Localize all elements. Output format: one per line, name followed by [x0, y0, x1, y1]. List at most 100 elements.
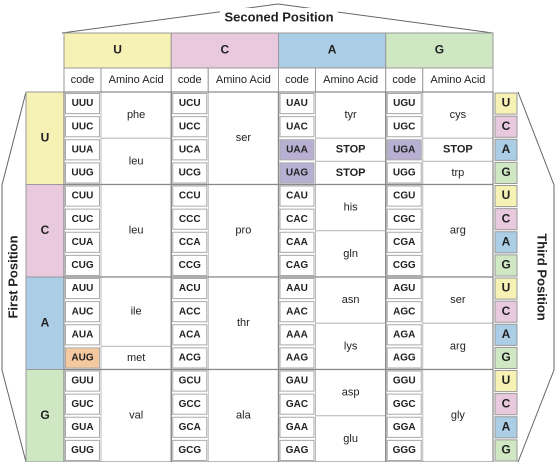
third-base: U — [502, 373, 511, 387]
codon-cell — [279, 439, 315, 461]
amino-acid: met — [127, 352, 145, 364]
first-base: U — [41, 130, 50, 144]
third-base-bg — [494, 92, 518, 115]
codon: AUA — [72, 329, 94, 340]
first-base: C — [41, 223, 50, 237]
codon: GUU — [71, 376, 93, 387]
amino-cell — [315, 230, 387, 278]
codon: UCG — [179, 168, 201, 179]
code-header: code — [178, 74, 202, 86]
codon: CAU — [286, 191, 308, 202]
amino-header: Amino Acid — [323, 74, 378, 86]
codon-cell — [172, 393, 208, 415]
codon-cell — [65, 231, 100, 253]
codon-cell — [386, 208, 422, 230]
codon-cell — [386, 393, 422, 415]
codon-cell — [386, 116, 422, 138]
codon-cell — [386, 278, 422, 300]
amino-cell — [315, 91, 387, 139]
code-header: code — [392, 74, 416, 86]
codon-cell — [65, 162, 100, 184]
codon: UCC — [179, 121, 201, 132]
codon: AAC — [286, 306, 308, 317]
amino-cell — [100, 184, 172, 278]
third-base-bg — [494, 323, 518, 346]
codon-cell — [172, 439, 208, 461]
codon-cell — [172, 370, 208, 392]
third-base: G — [501, 258, 510, 272]
amino-acid: thr — [237, 317, 250, 329]
codon: UUG — [71, 168, 93, 179]
codon-cell — [386, 301, 422, 323]
amino-cell — [100, 276, 172, 347]
codon: UCA — [179, 144, 201, 155]
codon: UGC — [393, 121, 415, 132]
title-bg — [220, 8, 338, 28]
third-base-bg — [494, 208, 518, 231]
codon: GAC — [286, 399, 308, 410]
codon-cell — [386, 185, 422, 207]
codon-cell — [386, 139, 422, 161]
amino-acid: val — [129, 410, 143, 422]
amino-acid: arg — [450, 225, 466, 237]
codon: ACU — [179, 283, 201, 294]
third-base-bg — [494, 231, 518, 254]
first-base-bg — [25, 184, 65, 278]
first-position-title: First Position — [5, 235, 20, 318]
codon: AUU — [72, 283, 94, 294]
amino-acid: trp — [451, 167, 464, 179]
codon-cell — [172, 324, 208, 346]
third-base-bg — [494, 254, 518, 277]
codon-cell — [386, 370, 422, 392]
amino-acid: leu — [129, 155, 144, 167]
codon-cell — [279, 185, 315, 207]
codon: CAC — [286, 214, 308, 225]
codon-cell — [172, 301, 208, 323]
codon-cell — [172, 231, 208, 253]
column-header: U — [113, 43, 122, 57]
codon: UCU — [179, 98, 201, 109]
third-base-bg — [494, 416, 518, 439]
subheader-bg — [422, 67, 494, 93]
amino-cell — [315, 415, 387, 462]
codon-cell — [172, 93, 208, 115]
third-base-bg — [494, 393, 518, 416]
third-base-bg — [494, 300, 518, 323]
codon-cell — [65, 93, 100, 115]
amino-acid: lys — [344, 340, 358, 352]
codon-cell — [65, 347, 100, 369]
codon-cell — [279, 254, 315, 276]
codon-cell — [65, 278, 100, 300]
third-base-bg — [494, 277, 518, 300]
codon: CUG — [71, 260, 93, 271]
codon: UAU — [286, 98, 308, 109]
codon: ACC — [179, 306, 201, 317]
codon: GAU — [286, 376, 308, 387]
codon: ACA — [179, 329, 201, 340]
codon-cell — [279, 324, 315, 346]
codon: AGC — [393, 306, 415, 317]
first-base: A — [41, 315, 50, 329]
codon: CAG — [286, 260, 308, 271]
third-base: G — [501, 443, 510, 457]
codon: CUC — [72, 214, 94, 225]
third-base: C — [502, 211, 511, 225]
amino-acid: glu — [343, 433, 358, 445]
codon: GCC — [179, 399, 201, 410]
amino-acid: arg — [450, 340, 466, 352]
amino-cell — [315, 369, 387, 417]
amino-cell — [207, 184, 279, 278]
codon: CCU — [179, 191, 201, 202]
third-base-bg — [494, 439, 518, 462]
codon: CAA — [286, 237, 308, 248]
third-base: A — [502, 234, 511, 248]
codon-cell — [172, 162, 208, 184]
column-header: A — [328, 43, 337, 57]
third-base: A — [502, 419, 511, 433]
outline-right — [517, 91, 555, 462]
code-header: code — [285, 74, 309, 86]
codon-cell — [65, 416, 100, 438]
codon-cell — [65, 185, 100, 207]
codon: GAA — [286, 422, 308, 433]
codon-cell — [279, 347, 315, 369]
